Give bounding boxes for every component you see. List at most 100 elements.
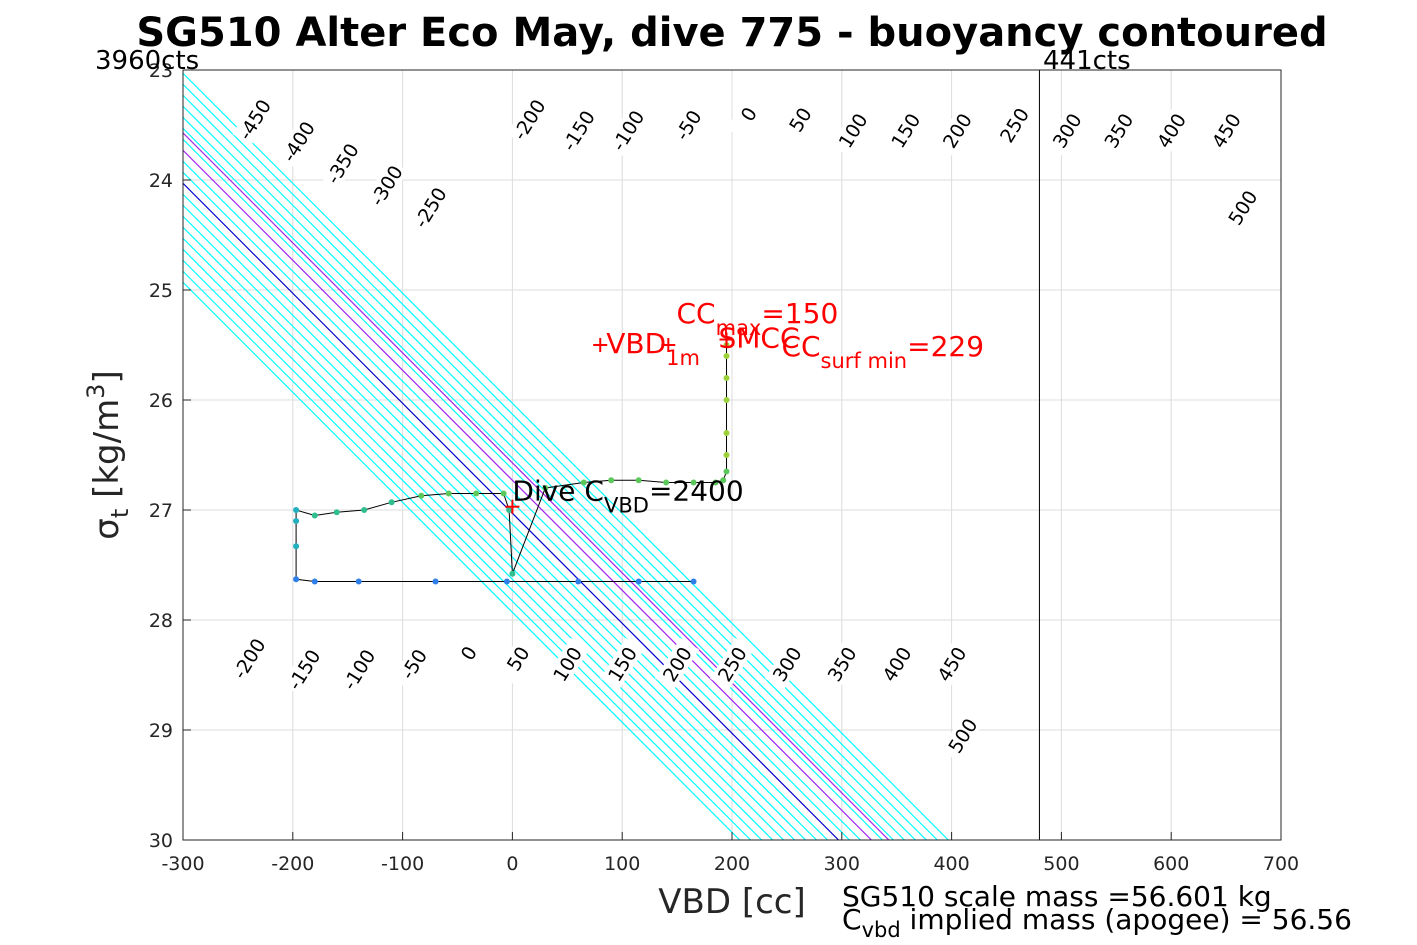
trajectory-point <box>723 397 730 403</box>
footer-implied-rest: implied mass (apogee) = 56.56 <box>901 903 1352 936</box>
contour-label-bg <box>408 181 453 234</box>
contour-line-400 <box>183 94 927 840</box>
trajectory-point <box>418 492 425 499</box>
trajectory-point <box>388 499 395 506</box>
vbd-1m-sub: 1m <box>666 346 700 370</box>
trajectory-point <box>723 468 730 475</box>
dive-cvbd-label: Dive CVBD=2400 <box>512 475 743 518</box>
x-tick-label: 300 <box>824 853 860 875</box>
trajectory-point <box>311 512 318 519</box>
dive-cvbd-value: =2400 <box>649 475 744 508</box>
trajectory-point <box>542 485 549 491</box>
cc-surf-sub: surf min <box>821 349 908 373</box>
y-tick-label: 23 <box>149 60 173 82</box>
trajectory-point <box>635 477 642 484</box>
trajectory-point <box>445 490 452 497</box>
x-tick-label: 600 <box>1153 853 1189 875</box>
footer-vbd-sub: vbd <box>862 918 901 942</box>
trajectory-point <box>723 430 730 436</box>
y-label-unit: [kg/m <box>87 399 127 509</box>
contour-label-bg <box>276 115 321 168</box>
trajectory-point <box>500 490 507 497</box>
contour-label-bg <box>545 637 590 691</box>
cc-max-sub: max <box>716 316 762 340</box>
x-tick-label: 100 <box>604 853 640 875</box>
x-tick-label: -200 <box>271 853 314 875</box>
counts-right: 441cts <box>1043 46 1131 76</box>
contour-line--450 <box>183 281 741 840</box>
y-tick-label: 30 <box>149 830 173 852</box>
contour-label-bg <box>600 637 645 691</box>
contour-label-bg <box>446 626 491 680</box>
contour-label-bg <box>1220 181 1265 234</box>
contour-label-bg <box>605 104 650 157</box>
y-label-close: ] <box>87 370 127 383</box>
contour-line-229 <box>183 132 890 840</box>
axis-ticks: -300 -200 -100 0 100 200 300 400 500 600 700 23 24 25… <box>149 60 1299 875</box>
trajectory-point <box>663 479 670 486</box>
trajectory-point <box>361 507 368 513</box>
contour-line-350 <box>183 105 916 840</box>
contour-label-bg <box>883 104 928 157</box>
x-tick-label: 0 <box>506 853 518 875</box>
contour-labels: -450 -400 -350 -300 -250-200 -150 -100 -50 0 50 10… <box>226 87 1265 762</box>
y-tick-label: 24 <box>149 170 173 192</box>
trajectory-point <box>432 578 439 585</box>
contour-line--150 <box>183 215 806 840</box>
cc-max-value: =150 <box>761 297 838 330</box>
cc-max-label: CCmax=150 <box>677 297 839 340</box>
contour-label-bg <box>709 637 755 691</box>
trajectory-point <box>333 509 340 516</box>
contour-line-500 <box>183 72 949 840</box>
contour-label-bg <box>1096 104 1141 157</box>
contour-label-bg <box>1044 104 1089 157</box>
trajectory-point <box>635 578 642 585</box>
y-axis-label: σt [kg/m3] <box>82 370 134 539</box>
footer-c: C <box>842 903 862 936</box>
svg-text:σt [kg/m3]: σt [kg/m3] <box>82 370 134 539</box>
contour-label-bg <box>1149 104 1194 157</box>
vbd-1m-text: VBD <box>606 327 666 360</box>
contour-label-bg <box>506 93 551 146</box>
trajectory-point <box>712 479 719 486</box>
trajectory-point <box>690 578 697 585</box>
x-tick-label: 700 <box>1263 853 1299 875</box>
buoyancy-contours <box>183 72 949 840</box>
counts-left: 3960cts <box>95 46 199 76</box>
contour-label-bg <box>655 637 700 691</box>
annotations: VBD1m CCmax=150 SMCC CCsurf min=229 Dive… <box>512 297 984 518</box>
contour-line--200 <box>183 226 796 840</box>
contour-label-bg <box>281 643 326 696</box>
contour-label-bg <box>226 632 271 685</box>
trajectory-point <box>723 353 730 359</box>
contour-label-bg <box>391 637 436 691</box>
x-tick-label: 500 <box>1043 853 1079 875</box>
dive-cvbd-text: Dive C <box>512 475 604 508</box>
footer-implied-mass: Cvbd implied mass (apogee) = 56.56 <box>842 903 1352 942</box>
x-tick-label: -100 <box>381 853 424 875</box>
contour-line-450 <box>183 83 938 840</box>
trajectory-point <box>506 507 513 513</box>
y-tick-label: 26 <box>149 390 173 412</box>
contour-line--50 <box>183 193 828 840</box>
cc-surf-min-label: CCsurf min=229 <box>781 330 984 373</box>
contour-label-bg <box>666 98 711 152</box>
contour-label-bg <box>819 637 864 691</box>
trajectory-point <box>720 477 727 484</box>
trajectory-line <box>295 345 728 582</box>
x-axis-label: VBD [cc] <box>658 882 806 922</box>
contour-label-bg <box>336 643 381 696</box>
contour-line-200 <box>183 138 883 840</box>
contour-label-bg <box>495 632 540 685</box>
x-tick-label: 400 <box>933 853 969 875</box>
contour-line-300 <box>183 116 905 840</box>
contour-line-150 <box>183 149 872 840</box>
contour-label-bg <box>556 104 601 157</box>
contour-line--350 <box>183 259 763 840</box>
contour-label-bg <box>778 93 823 146</box>
x-tick-label: 200 <box>714 853 750 875</box>
dive-cvbd-sub: VBD <box>604 494 649 518</box>
trajectory-point <box>509 570 516 577</box>
trajectory-point <box>503 578 510 585</box>
